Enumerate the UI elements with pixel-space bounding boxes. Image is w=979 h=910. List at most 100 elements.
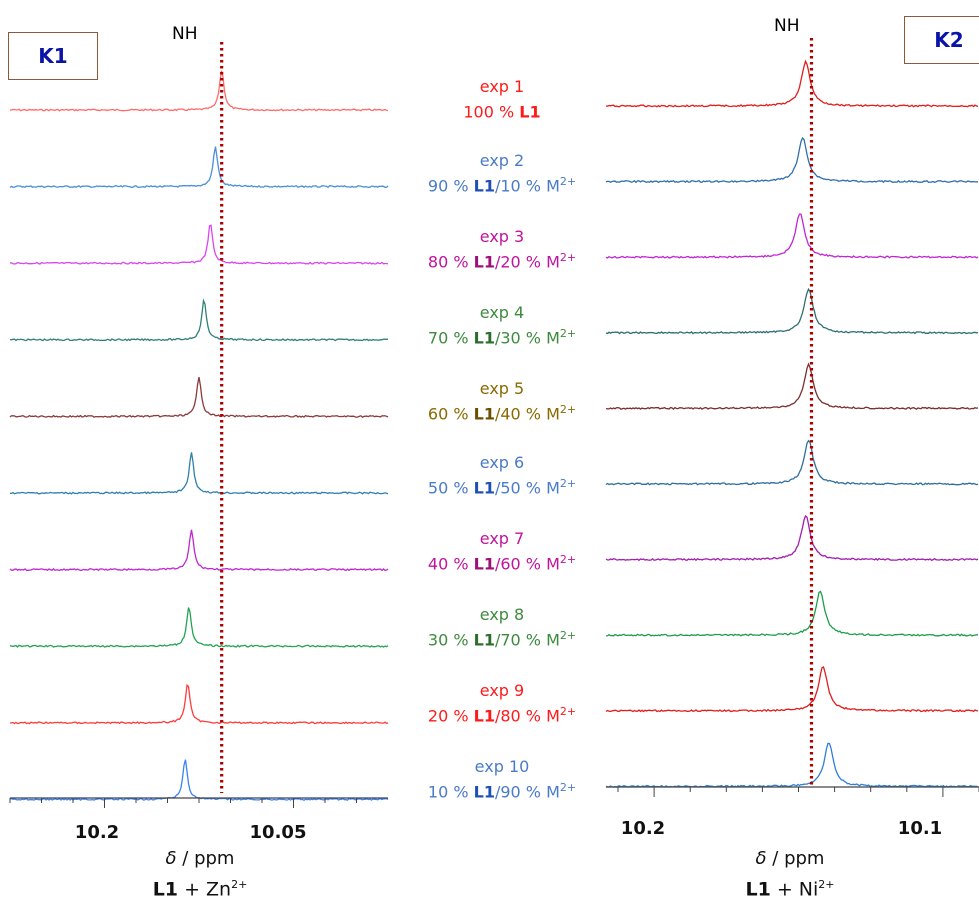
- metal-charge: 2+: [559, 327, 577, 340]
- experiment-composition: 30 % L1/70 % M2+: [428, 625, 576, 650]
- metal-symbol: M: [546, 478, 560, 498]
- metal-percent: /10 %: [494, 176, 547, 196]
- experiment-composition: 50 % L1/50 % M2+: [428, 473, 576, 498]
- ligand-name: L1: [473, 630, 495, 650]
- experiment-composition: 90 % L1/10 % M2+: [428, 171, 576, 196]
- panel-k2-spectra: [605, 38, 979, 797]
- ligand-percent: 10 %: [427, 782, 474, 802]
- spectrum-k2-exp-1: [605, 59, 979, 108]
- experiment-label-7: exp 7 40 % L1/60 % M2+: [428, 528, 576, 574]
- ligand-percent: 70 %: [427, 328, 474, 348]
- k1-caption-ligand: L1: [152, 878, 179, 901]
- metal-percent: /70 %: [494, 630, 547, 650]
- ligand-name: L1: [473, 328, 495, 348]
- spectrum-k2-exp-7: [605, 514, 979, 562]
- metal-symbol: M: [546, 782, 560, 802]
- metal-charge: 2+: [559, 403, 577, 416]
- metal-percent: /60 %: [494, 554, 547, 574]
- ligand-percent: 100 %: [463, 102, 520, 122]
- ligand-name: L1: [473, 252, 495, 272]
- spectrum-k1-exp-7: [9, 529, 389, 572]
- k1-x-axis-label: δ / ppm: [166, 848, 235, 869]
- experiment-label-2: exp 2 90 % L1/10 % M2+: [428, 150, 576, 196]
- spectrum-k1-exp-8: [9, 607, 389, 648]
- metal-percent: /90 %: [494, 782, 547, 802]
- experiment-label-3: exp 3 80 % L1/20 % M2+: [428, 226, 576, 272]
- experiment-composition: 80 % L1/20 % M2+: [428, 247, 576, 272]
- k1-x-axis-symbol: δ: [165, 848, 177, 869]
- k2-caption-metal: + Ni: [770, 878, 819, 901]
- experiment-title: exp 4: [479, 303, 525, 322]
- experiment-title: exp 9: [479, 681, 525, 700]
- spectrum-k2-exp-4: [605, 287, 979, 335]
- metal-percent: /80 %: [494, 706, 547, 726]
- ligand-name: L1: [519, 102, 541, 122]
- metal-charge: 2+: [559, 553, 577, 566]
- metal-percent: /50 %: [494, 478, 547, 498]
- spectrum-k2-exp-8: [605, 590, 978, 637]
- ligand-name: L1: [473, 554, 495, 574]
- peak-label-nh-k1: NH: [172, 24, 198, 44]
- metal-percent: /20 %: [494, 252, 547, 272]
- experiment-label-4: exp 4 70 % L1/30 % M2+: [428, 302, 576, 348]
- k2-caption-ligand: L1: [745, 878, 771, 901]
- experiment-composition: 70 % L1/30 % M2+: [428, 323, 576, 348]
- spectrum-k1-exp-5: [9, 376, 389, 418]
- k1-x-axis-unit: / ppm: [176, 848, 235, 869]
- k2-tick-label-2: 10.1: [897, 818, 943, 839]
- metal-symbol: M: [546, 252, 560, 272]
- k2-caption: L1 + Ni2+: [745, 878, 834, 900]
- ligand-percent: 80 %: [427, 252, 474, 272]
- spectrum-k1-exp-2: [9, 146, 389, 189]
- k1-caption-metal: + Zn: [178, 878, 232, 901]
- experiment-composition: 10 % L1/90 % M2+: [428, 777, 576, 802]
- metal-symbol: M: [546, 404, 560, 424]
- metal-charge: 2+: [559, 705, 577, 718]
- spectrum-k1-exp-9: [9, 684, 389, 725]
- panel-tag-k1: K1: [8, 32, 98, 80]
- k2-x-axis-label: δ / ppm: [756, 848, 825, 869]
- ligand-name: L1: [473, 404, 495, 424]
- ligand-percent: 40 %: [427, 554, 474, 574]
- experiment-title: exp 2: [479, 151, 525, 170]
- spectrum-k2-exp-6: [605, 439, 979, 486]
- experiment-composition: 100 % L1: [463, 97, 540, 122]
- ligand-percent: 30 %: [427, 630, 474, 650]
- ligand-percent: 90 %: [427, 176, 474, 196]
- ligand-name: L1: [473, 478, 495, 498]
- experiment-title: exp 5: [479, 379, 525, 398]
- experiment-title: exp 7: [479, 529, 525, 548]
- metal-charge: 2+: [559, 477, 577, 490]
- spectrum-k2-exp-9: [605, 666, 979, 713]
- metal-charge: 2+: [559, 251, 577, 264]
- ligand-name: L1: [473, 782, 495, 802]
- ligand-name: L1: [473, 176, 495, 196]
- k2-caption-charge: 2+: [818, 878, 835, 891]
- k2-x-axis-unit: / ppm: [766, 848, 825, 869]
- spectrum-k1-exp-3: [10, 224, 389, 265]
- spectrum-k1-exp-1: [9, 70, 389, 112]
- spectrum-k2-exp-2: [605, 136, 978, 184]
- panel-tag-k1-text: K1: [38, 44, 68, 68]
- metal-symbol: M: [546, 554, 560, 574]
- k1-caption-charge: 2+: [231, 878, 248, 891]
- spectrum-k2-exp-10: [605, 742, 979, 788]
- experiment-label-8: exp 8 30 % L1/70 % M2+: [428, 604, 576, 650]
- experiment-label-10: exp 10 10 % L1/90 % M2+: [428, 756, 576, 802]
- metal-charge: 2+: [559, 629, 577, 642]
- experiment-composition: 60 % L1/40 % M2+: [428, 399, 576, 424]
- metal-percent: /30 %: [494, 328, 547, 348]
- panel-tag-k2: K2: [904, 16, 979, 64]
- experiment-label-6: exp 6 50 % L1/50 % M2+: [428, 452, 576, 498]
- ligand-percent: 20 %: [427, 706, 474, 726]
- ligand-name: L1: [473, 706, 495, 726]
- ligand-percent: 60 %: [427, 404, 474, 424]
- spectrum-k1-exp-4: [9, 298, 389, 342]
- experiment-title: exp 8: [479, 605, 525, 624]
- experiment-title: exp 6: [479, 453, 525, 472]
- metal-charge: 2+: [559, 175, 577, 188]
- spectrum-k1-exp-6: [9, 452, 389, 495]
- k1-caption: L1 + Zn2+: [153, 878, 248, 900]
